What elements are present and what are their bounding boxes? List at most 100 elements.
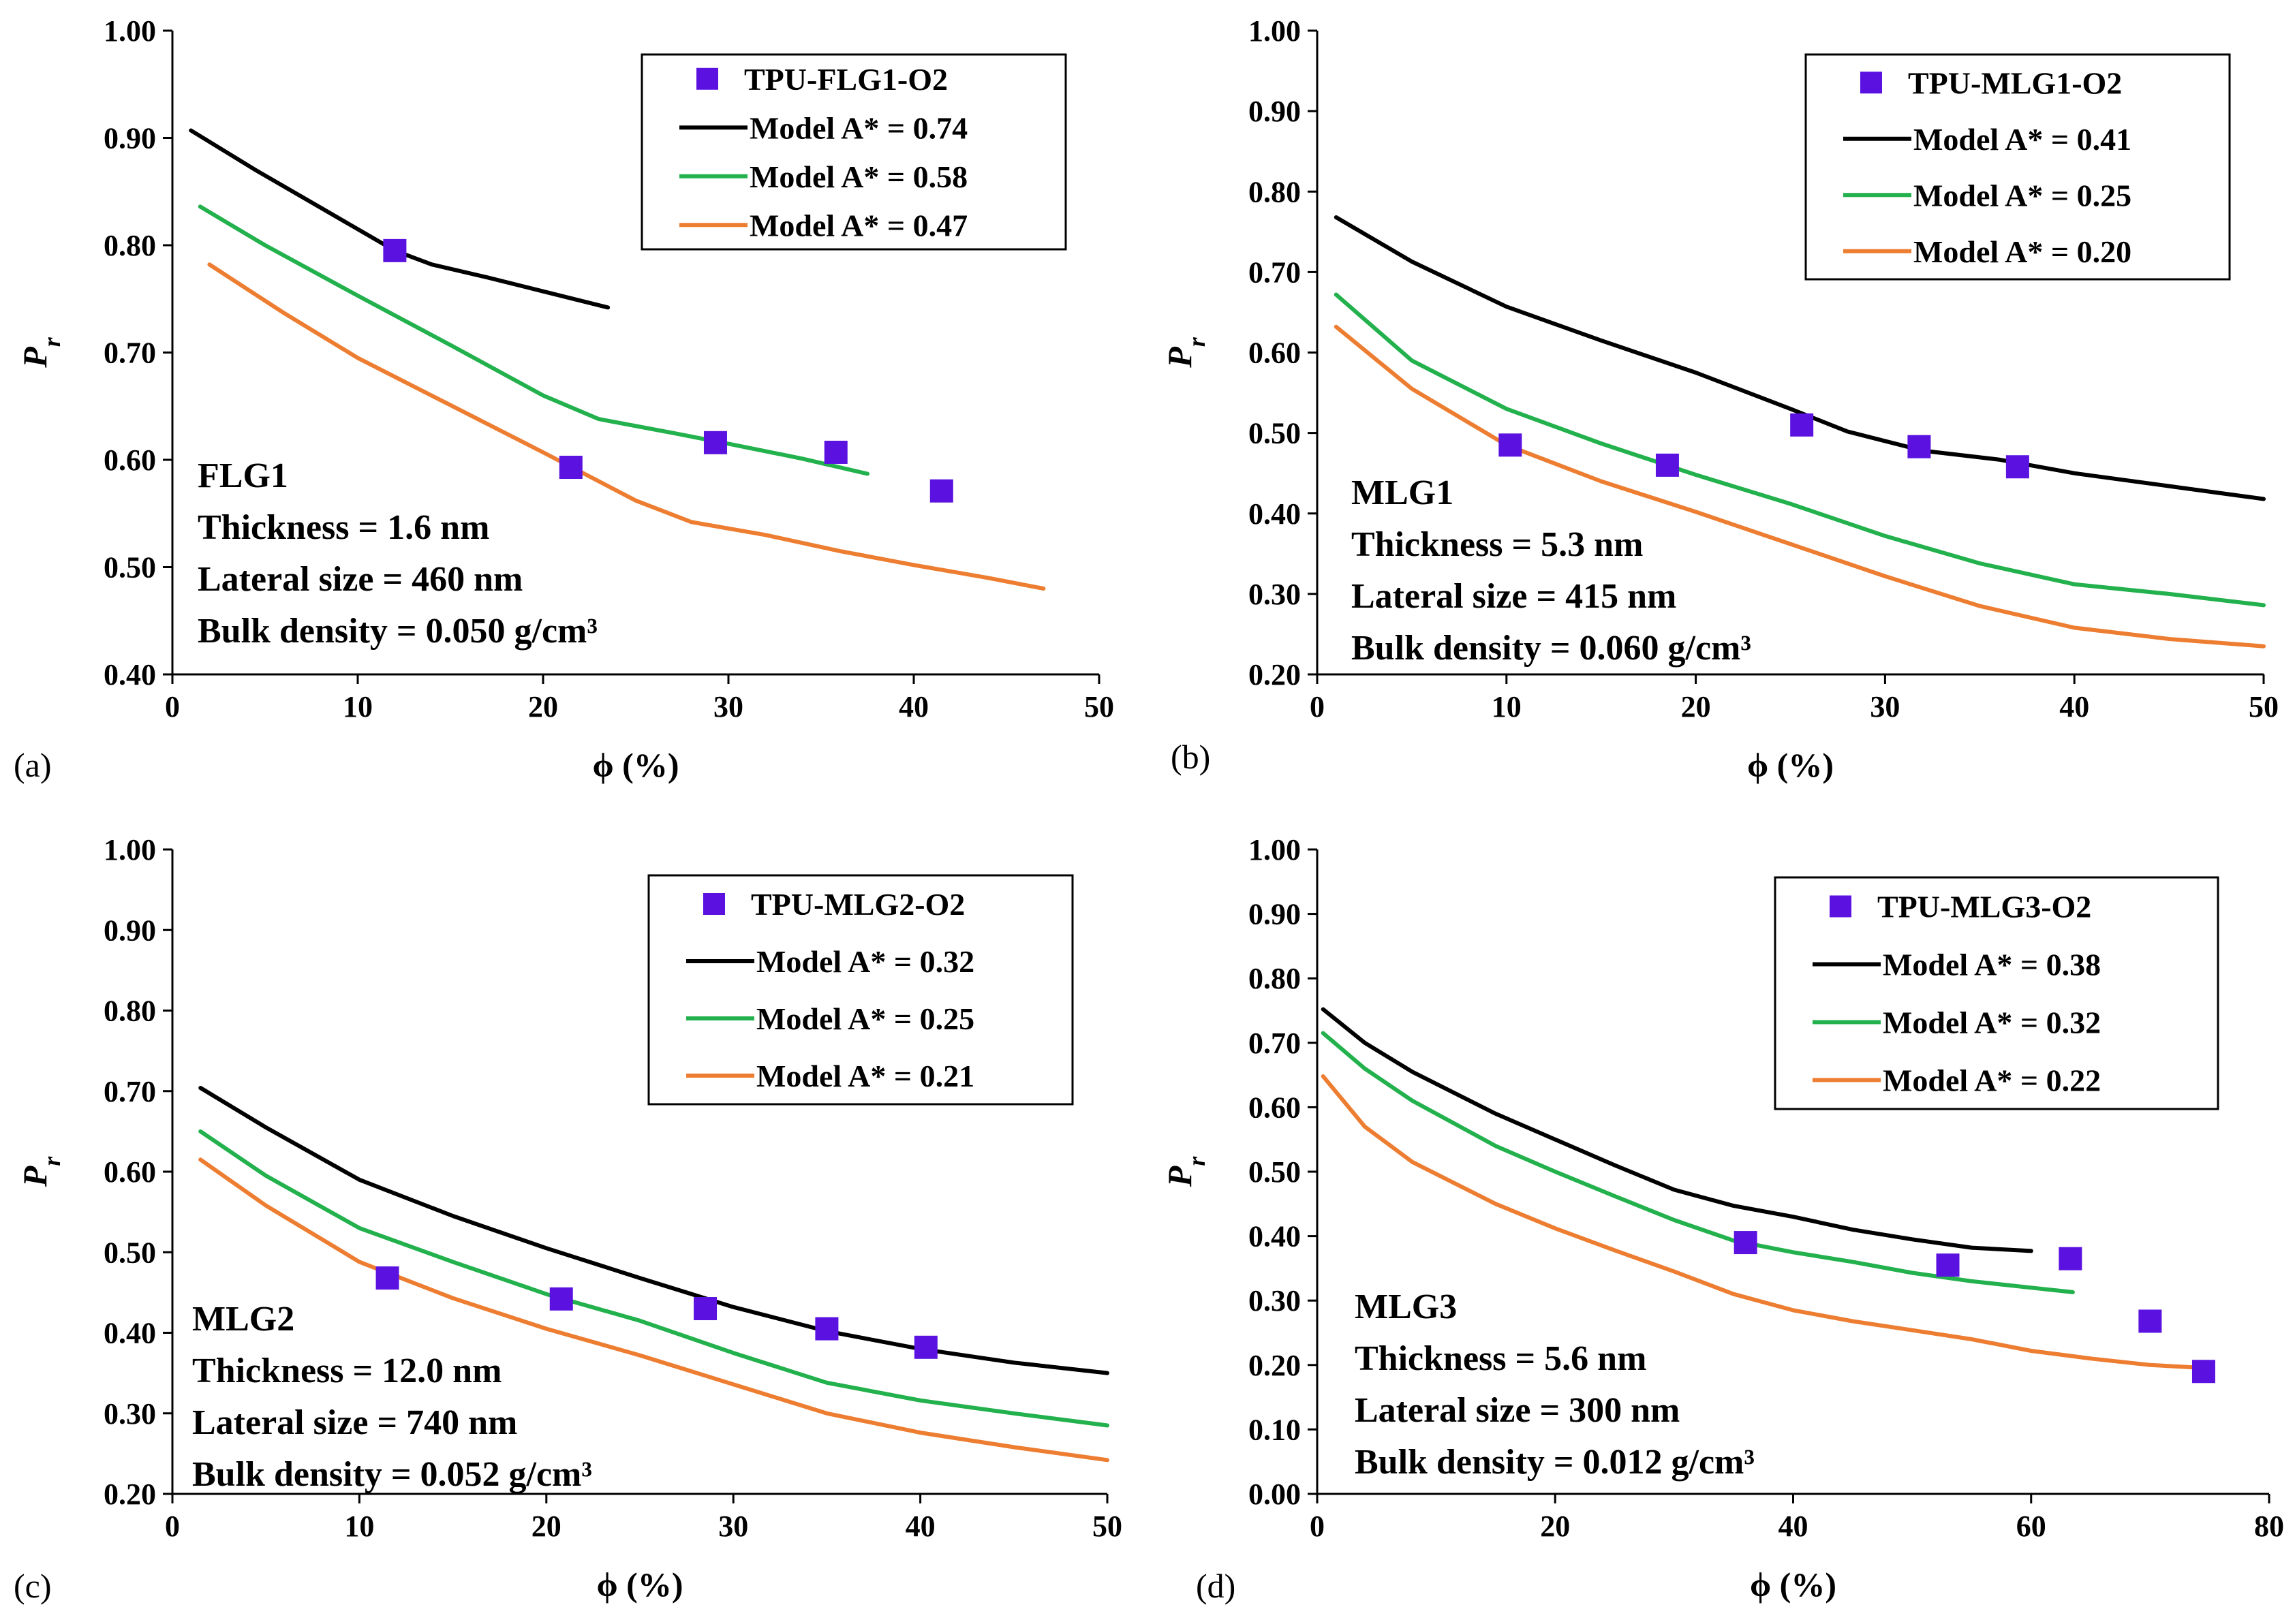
data-point xyxy=(1936,1253,1960,1277)
y-tick-label: 0.20 xyxy=(1248,658,1301,691)
series-line-3 xyxy=(198,1157,1109,1463)
legend-marker-swatch xyxy=(696,67,718,90)
series-line-1 xyxy=(1321,1007,2033,1253)
x-tick-label: 0 xyxy=(165,1510,180,1543)
y-tick-label: 0.50 xyxy=(1248,1155,1301,1189)
legend-marker-swatch xyxy=(703,893,725,915)
annotation-line: Thickness = 1.6 nm xyxy=(198,508,489,547)
data-point xyxy=(1907,435,1931,458)
y-tick-label: 1.00 xyxy=(104,14,156,48)
y-tick-label: 0.40 xyxy=(1248,497,1301,531)
y-tick-label: 0.40 xyxy=(1248,1220,1301,1253)
data-point xyxy=(383,238,407,262)
legend-label: Model A* = 0.32 xyxy=(756,944,974,979)
legend-label: Model A* = 0.25 xyxy=(756,1001,974,1036)
series-line-2 xyxy=(1321,1031,2075,1294)
series-line-2 xyxy=(198,204,869,476)
y-tick-label: 0.80 xyxy=(104,229,156,262)
series-line-3 xyxy=(207,262,1046,591)
x-axis-label: ϕ (%) xyxy=(592,746,679,784)
x-tick-label: 0 xyxy=(1310,1510,1325,1543)
annotation-line: MLG1 xyxy=(1351,473,1453,512)
x-axis-label: ϕ (%) xyxy=(596,1565,683,1604)
legend-label: Model A* = 0.21 xyxy=(756,1059,974,1093)
x-tick-label: 10 xyxy=(344,1510,374,1543)
series-line-2 xyxy=(1334,292,2266,608)
annotation-line: Bulk density = 0.012 g/cm³ xyxy=(1355,1443,1755,1482)
annotation-line: Lateral size = 300 nm xyxy=(1355,1391,1680,1430)
annotation-line: MLG2 xyxy=(192,1300,294,1339)
x-tick-label: 80 xyxy=(2254,1510,2284,1543)
legend-label: Model A* = 0.22 xyxy=(1883,1063,2101,1098)
x-tick-label: 50 xyxy=(1084,690,1114,723)
legend-label: Model A* = 0.47 xyxy=(750,208,968,243)
y-tick-label: 0.80 xyxy=(1248,175,1301,208)
y-tick-label: 0.50 xyxy=(104,1236,156,1269)
legend-marker-swatch xyxy=(1860,72,1882,94)
x-tick-label: 10 xyxy=(1492,690,1522,723)
legend: TPU-MLG1-O2 Model A* = 0.41 Model A* = 0.2… xyxy=(1804,53,2231,281)
data-point xyxy=(559,456,583,480)
x-tick-label: 40 xyxy=(899,690,929,723)
y-tick-label: 0.70 xyxy=(104,337,156,370)
x-tick-label: 30 xyxy=(713,690,743,723)
data-point xyxy=(1655,453,1679,477)
x-tick-label: 50 xyxy=(1092,1510,1122,1543)
data-point xyxy=(914,1335,938,1359)
chart-panel-1: 0.40 0.50 0.60 0.70 0.80 0.90 1.00 0 10 20 30 40 50 ϕ… xyxy=(14,14,1114,784)
legend-label: Model A* = 0.38 xyxy=(1883,948,2101,982)
y-tick-label: 0.90 xyxy=(1248,95,1301,128)
data-point xyxy=(549,1287,573,1311)
legend-label: Model A* = 0.58 xyxy=(750,159,968,194)
annotation-line: Lateral size = 740 nm xyxy=(192,1403,517,1442)
legend: TPU-FLG1-O2 Model A* = 0.74 Model A* = 0.5… xyxy=(641,53,1067,251)
y-tick-label: 0.90 xyxy=(1248,898,1301,931)
data-point xyxy=(1790,413,1814,437)
x-tick-label: 30 xyxy=(1870,690,1900,723)
chart-panel-4: 0.00 0.10 0.20 0.30 0.40 0.50 0.60 0.70 0.80 0.90… xyxy=(1160,833,2284,1605)
series-line-1 xyxy=(1334,215,2266,501)
y-tick-label: 0.00 xyxy=(1248,1478,1301,1511)
y-tick-label: 1.00 xyxy=(1248,14,1301,48)
annotation-line: MLG3 xyxy=(1355,1287,1457,1326)
y-tick-label: 0.20 xyxy=(1248,1349,1301,1382)
y-tick-label: 0.40 xyxy=(104,658,156,691)
legend-label: Model A* = 0.32 xyxy=(1883,1005,2101,1040)
legend: TPU-MLG3-O2 Model A* = 0.38 Model A* = 0.3… xyxy=(1774,876,2219,1110)
x-axis-label: ϕ (%) xyxy=(1750,1565,1836,1604)
series-line-1 xyxy=(198,1086,1109,1375)
data-point xyxy=(375,1266,399,1290)
annotation-line: Thickness = 5.3 nm xyxy=(1351,525,1643,564)
chart-panel-2: 0.20 0.30 0.40 0.50 0.60 0.70 0.80 0.90 1.00 0 10 2… xyxy=(1160,14,2279,784)
x-tick-label: 30 xyxy=(718,1510,748,1543)
x-tick-label: 60 xyxy=(2016,1510,2046,1543)
legend-label: Model A* = 0.74 xyxy=(750,110,968,145)
data-point xyxy=(1734,1231,1757,1255)
x-tick-label: 20 xyxy=(532,1510,561,1543)
x-tick-label: 20 xyxy=(1681,690,1711,723)
x-tick-label: 0 xyxy=(165,690,180,723)
series-line-3 xyxy=(1321,1074,2200,1370)
legend-label: TPU-MLG2-O2 xyxy=(751,887,965,922)
panel-label: (d) xyxy=(1196,1567,1235,1605)
legend-label: Model A* = 0.41 xyxy=(1913,122,2131,157)
legend-marker-swatch xyxy=(1830,895,1851,918)
annotation-line: Bulk density = 0.052 g/cm³ xyxy=(192,1455,592,1494)
x-tick-label: 0 xyxy=(1310,690,1325,723)
x-tick-label: 40 xyxy=(906,1510,936,1543)
x-tick-label: 40 xyxy=(1778,1510,1808,1543)
series-line-2 xyxy=(198,1129,1109,1428)
data-point xyxy=(2191,1360,2215,1384)
series-line-3 xyxy=(1334,324,2266,649)
y-tick-label: 0.60 xyxy=(1248,337,1301,370)
x-tick-label: 50 xyxy=(2249,690,2279,723)
y-tick-label: 0.70 xyxy=(1248,255,1301,289)
chart-panel-3: 0.20 0.30 0.40 0.50 0.60 0.70 0.80 0.90 1.00 0 10 2… xyxy=(14,833,1122,1605)
annotation-line: Bulk density = 0.060 g/cm³ xyxy=(1351,629,1751,668)
data-point xyxy=(2005,455,2029,479)
legend: TPU-MLG2-O2 Model A* = 0.32 Model A* = 0.2… xyxy=(647,874,1074,1106)
annotation-line: Bulk density = 0.050 g/cm³ xyxy=(198,612,598,651)
y-tick-label: 0.70 xyxy=(104,1075,156,1108)
y-tick-label: 0.30 xyxy=(1248,578,1301,611)
